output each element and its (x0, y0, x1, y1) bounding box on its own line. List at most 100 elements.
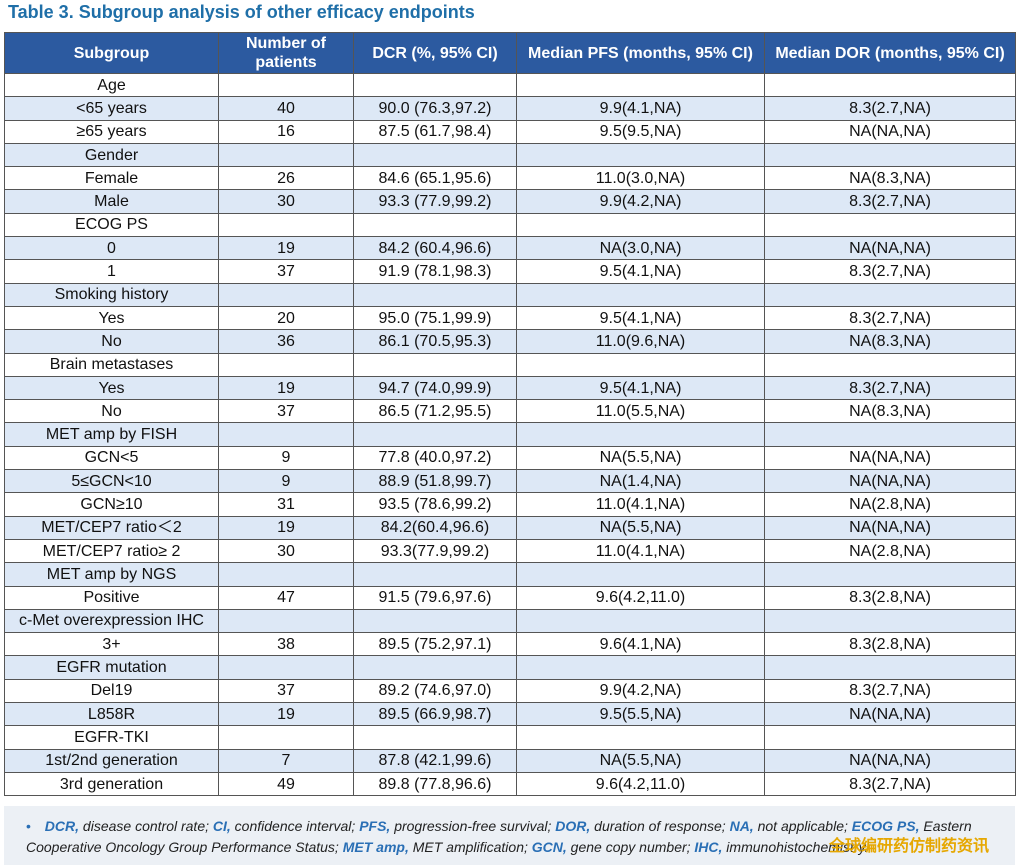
cell-dor (764, 142, 1016, 168)
cell-pfs: 9.5(4.1,NA) (516, 375, 765, 401)
cell-pfs (516, 212, 765, 238)
cell-pfs: 11.0(4.1,NA) (516, 538, 765, 564)
cell-subgroup: MET/CEP7 ratio≥ 2 (4, 538, 219, 564)
cell-dcr: 88.9 (51.8,99.7) (353, 469, 517, 494)
table-row: <65 years 40 90.0 (76.3,97.2) 9.9(4.1,NA) 8.… (4, 96, 1016, 121)
cell-patients: 20 (218, 305, 354, 331)
table-row: ≥65 years 16 87.5 (61.7,98.4) 9.5(9.5,NA) NA… (4, 119, 1016, 144)
cell-dcr: 89.2 (74.6,97.0) (353, 678, 517, 704)
cell-dcr: 84.2 (60.4,96.6) (353, 236, 517, 261)
cell-subgroup: 3rd generation (4, 771, 219, 797)
cell-dor: NA(8.3,NA) (764, 329, 1016, 354)
cell-dcr: 93.3(77.9,99.2) (353, 538, 517, 564)
cell-subgroup: GCN<5 (4, 445, 219, 471)
cell-dcr (353, 655, 517, 680)
cell-patients: 37 (218, 678, 354, 704)
footnote-definition: Eastern Cooperative Oncology Group Perfo… (26, 818, 972, 855)
cell-subgroup: ECOG PS (4, 212, 219, 238)
cell-dor: 8.3(2.7,NA) (764, 305, 1016, 331)
cell-dcr (353, 725, 517, 750)
cell-subgroup: EGFR-TKI (4, 725, 219, 750)
cell-pfs: NA(3.0,NA) (516, 236, 765, 261)
footnote-abbreviation: MET amp, (342, 839, 409, 855)
cell-patients: 9 (218, 469, 354, 494)
footnote-abbreviation: GCN, (531, 839, 567, 855)
cell-pfs: 11.0(5.5,NA) (516, 399, 765, 424)
cell-pfs: 9.9(4.2,NA) (516, 189, 765, 214)
cell-pfs: 9.9(4.1,NA) (516, 96, 765, 121)
footnote-definition: MET amplification; (408, 839, 532, 855)
cell-subgroup: Del19 (4, 678, 219, 704)
cell-dor: NA(NA,NA) (764, 515, 1016, 540)
cell-patients: 19 (218, 515, 354, 540)
footnote-abbreviation: CI, (212, 818, 231, 834)
cell-dcr (353, 422, 517, 447)
cell-patients: 36 (218, 329, 354, 354)
cell-patients (218, 608, 354, 634)
group-header-row: Age (4, 72, 1016, 98)
footnote-abbreviation: DCR, (44, 818, 80, 834)
cell-dor (764, 725, 1016, 750)
cell-subgroup: L858R (4, 702, 219, 727)
cell-dor (764, 608, 1016, 634)
cell-patients: 49 (218, 771, 354, 797)
cell-patients (218, 212, 354, 238)
cell-subgroup: No (4, 329, 219, 354)
cell-pfs: 9.5(9.5,NA) (516, 119, 765, 144)
cell-subgroup: Positive (4, 585, 219, 610)
cell-dor: 8.3(2.8,NA) (764, 632, 1016, 657)
cell-dcr: 89.8 (77.8,96.6) (353, 771, 517, 797)
cell-pfs: 9.9(4.2,NA) (516, 678, 765, 704)
table-row: GCN<5 9 77.8 (40.0,97.2) NA(5.5,NA) NA(NA,NA… (4, 445, 1016, 471)
cell-patients: 26 (218, 166, 354, 191)
table-row: Positive 47 91.5 (79.6,97.6) 9.6(4.2,11.0) 8… (4, 585, 1016, 610)
cell-patients (218, 72, 354, 98)
cell-patients: 30 (218, 538, 354, 564)
cell-dcr (353, 142, 517, 168)
cell-pfs (516, 608, 765, 634)
table-row: L858R 19 89.5 (66.9,98.7) 9.5(5.5,NA) NA(NA,… (4, 702, 1016, 727)
cell-pfs: NA(5.5,NA) (516, 515, 765, 540)
cell-dor: NA(NA,NA) (764, 236, 1016, 261)
footnote-abbreviation: NA, (729, 818, 754, 834)
cell-dcr (353, 212, 517, 238)
table-row: No 37 86.5 (71.2,95.5) 11.0(5.5,NA) NA(8.3,N… (4, 399, 1016, 424)
table-title: Table 3. Subgroup analysis of other effi… (8, 2, 475, 22)
cell-dcr: 87.5 (61.7,98.4) (353, 119, 517, 144)
cell-dor: NA(2.8,NA) (764, 538, 1016, 564)
cell-subgroup: Male (4, 189, 219, 214)
table-row: Yes 19 94.7 (74.0,99.9) 9.5(4.1,NA) 8.3(2.7,… (4, 375, 1016, 401)
cell-dor: 8.3(2.7,NA) (764, 375, 1016, 401)
cell-dor (764, 422, 1016, 447)
cell-dcr: 86.5 (71.2,95.5) (353, 399, 517, 424)
cell-dcr (353, 562, 517, 587)
cell-dor: 8.3(2.7,NA) (764, 678, 1016, 704)
cell-pfs: 9.5(4.1,NA) (516, 305, 765, 331)
group-header-row: ECOG PS (4, 212, 1016, 238)
table-row: 0 19 84.2 (60.4,96.6) NA(3.0,NA) NA(NA,NA) (4, 236, 1016, 261)
cell-pfs: 11.0(9.6,NA) (516, 329, 765, 354)
cell-patients (218, 725, 354, 750)
footnote-definition: duration of response; (590, 818, 730, 834)
cell-patients (218, 282, 354, 307)
table-row: 3+ 38 89.5 (75.2,97.1) 9.6(4.1,NA) 8.3(2.8,N… (4, 632, 1016, 657)
cell-dcr: 89.5 (66.9,98.7) (353, 702, 517, 727)
footnote-definition: gene copy number; (566, 839, 695, 855)
cell-dor: 8.3(2.7,NA) (764, 189, 1016, 214)
cell-subgroup: 1st/2nd generation (4, 748, 219, 773)
table-row: Yes 20 95.0 (75.1,99.9) 9.5(4.1,NA) 8.3(2.7,… (4, 305, 1016, 331)
cell-subgroup: MET amp by FISH (4, 422, 219, 447)
cell-patients (218, 352, 354, 377)
bullet-icon: • (26, 818, 31, 834)
cell-patients: 16 (218, 119, 354, 144)
cell-subgroup: Age (4, 72, 219, 98)
cell-subgroup: 5≤GCN<10 (4, 469, 219, 494)
cell-dcr (353, 608, 517, 634)
cell-subgroup: 0 (4, 236, 219, 261)
cell-subgroup: Yes (4, 375, 219, 401)
cell-dor (764, 562, 1016, 587)
cell-pfs: NA(5.5,NA) (516, 748, 765, 773)
cell-patients: 47 (218, 585, 354, 610)
cell-patients: 37 (218, 399, 354, 424)
header-dcr: DCR (%, 95% CI) (353, 32, 517, 74)
